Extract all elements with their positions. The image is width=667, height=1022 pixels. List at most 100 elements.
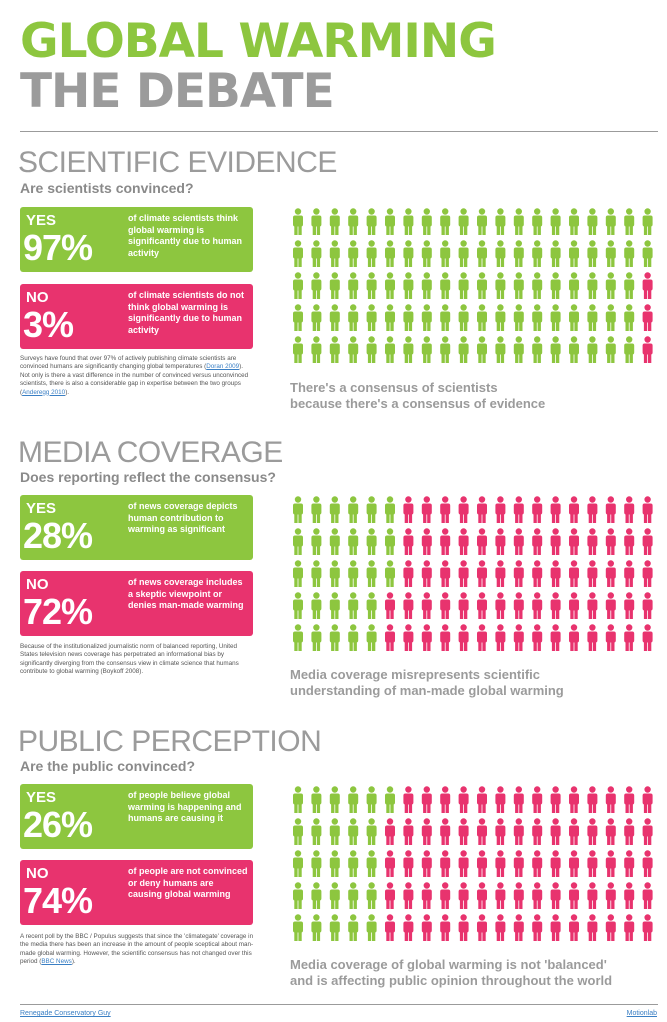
- person-icon-yes: [348, 336, 359, 363]
- person-icon-no: [421, 818, 432, 845]
- person-icon-no: [642, 560, 653, 587]
- person-icon-yes: [293, 240, 303, 267]
- person-icon-yes: [569, 272, 579, 299]
- person-icon-no: [550, 914, 561, 941]
- person-icon-yes: [569, 336, 579, 363]
- person-icon-yes: [385, 208, 395, 235]
- person-icon-no: [532, 850, 543, 877]
- person-icon-no: [624, 592, 635, 619]
- person-icon-yes: [421, 240, 432, 267]
- person-icon-yes: [329, 850, 340, 877]
- person-icon-no: [477, 882, 487, 909]
- footer-credit-left[interactable]: Renegade Conservatory Guy: [20, 1010, 111, 1017]
- person-icon-yes: [403, 336, 414, 363]
- person-icon-no: [513, 818, 524, 845]
- person-icon-yes: [366, 240, 377, 267]
- person-icon-yes: [477, 304, 487, 331]
- caption-line2: and is affecting public opinion througho…: [290, 973, 613, 988]
- person-icon-yes: [550, 304, 561, 331]
- people-grid-media: [293, 496, 653, 651]
- person-icon-no: [440, 592, 451, 619]
- person-icon-yes: [385, 786, 395, 813]
- caption-line1: There's a consensus of scientists: [290, 380, 498, 395]
- person-icon-no: [624, 914, 635, 941]
- person-icon-no: [587, 850, 598, 877]
- person-icon-no: [642, 786, 653, 813]
- person-icon-no: [587, 786, 598, 813]
- body-text-public: A recent poll by the BBC / Populus sugge…: [20, 933, 254, 967]
- person-icon-no: [440, 786, 451, 813]
- ref-link-anderegg[interactable]: Anderegg 2010: [22, 388, 66, 396]
- person-icon-no: [624, 624, 635, 651]
- body-text-part: ). Not only is there a vast difference i…: [20, 363, 249, 396]
- person-icon-yes: [477, 272, 487, 299]
- person-icon-yes: [329, 882, 340, 909]
- person-icon-no: [642, 882, 653, 909]
- person-icon-no: [495, 560, 506, 587]
- person-icon-yes: [311, 786, 322, 813]
- person-icon-yes: [513, 240, 524, 267]
- person-icon-yes: [513, 208, 524, 235]
- no-description: of climate scientists do not think globa…: [128, 290, 245, 335]
- person-icon-yes: [477, 336, 487, 363]
- person-icon-yes: [293, 528, 303, 555]
- yes-percent: 26%: [23, 804, 93, 845]
- ref-link-bbc[interactable]: BBC News: [41, 958, 72, 966]
- person-icon-yes: [440, 240, 451, 267]
- person-icon-no: [495, 528, 506, 555]
- person-icon-no: [495, 496, 506, 523]
- body-text-scientific: Surveys have found that over 97% of acti…: [20, 355, 254, 397]
- person-icon-no: [605, 914, 616, 941]
- main-title-line2: THE DEBATE: [20, 64, 335, 119]
- person-icon-yes: [329, 272, 340, 299]
- person-icon-no: [385, 818, 395, 845]
- person-icon-no: [587, 914, 598, 941]
- ref-link-doran[interactable]: Doran 2009: [206, 363, 240, 371]
- person-icon-yes: [532, 240, 543, 267]
- person-icon-yes: [348, 786, 359, 813]
- person-icon-yes: [366, 528, 377, 555]
- person-icon-no: [385, 914, 395, 941]
- person-icon-no: [477, 850, 487, 877]
- person-icon-yes: [293, 624, 303, 651]
- person-icon-no: [440, 818, 451, 845]
- no-label: NO: [26, 576, 49, 593]
- person-icon-yes: [605, 336, 616, 363]
- person-icon-no: [458, 914, 469, 941]
- caption-media: Media coverage misrepresents scientific …: [290, 667, 660, 699]
- person-icon-yes: [293, 882, 303, 909]
- person-icon-no: [421, 850, 432, 877]
- person-icon-yes: [477, 208, 487, 235]
- person-icon-no: [513, 850, 524, 877]
- person-icon-yes: [532, 336, 543, 363]
- person-icon-no: [477, 914, 487, 941]
- yes-description: of people believe global warming is happ…: [128, 790, 242, 823]
- person-icon-yes: [440, 208, 451, 235]
- person-icon-yes: [385, 304, 395, 331]
- person-icon-yes: [293, 272, 303, 299]
- person-icon-no: [403, 914, 414, 941]
- person-icon-yes: [550, 240, 561, 267]
- no-percent: 74%: [23, 880, 93, 921]
- person-icon-no: [642, 304, 653, 331]
- body-text-part: ).: [65, 388, 70, 396]
- person-icon-yes: [495, 240, 506, 267]
- person-icon-no: [440, 914, 451, 941]
- person-icon-no: [477, 496, 487, 523]
- person-icon-no: [458, 818, 469, 845]
- person-icon-yes: [366, 818, 377, 845]
- footer-credit-right[interactable]: Motionlab: [626, 1010, 657, 1017]
- person-icon-yes: [366, 304, 377, 331]
- person-icon-no: [550, 786, 561, 813]
- section-question-public: Are the public convinced?: [20, 758, 196, 774]
- person-icon-yes: [569, 304, 579, 331]
- person-icon-yes: [293, 818, 303, 845]
- person-icon-no: [513, 624, 524, 651]
- person-icon-yes: [550, 336, 561, 363]
- person-icon-no: [587, 528, 598, 555]
- person-icon-yes: [348, 496, 359, 523]
- person-icon-no: [477, 560, 487, 587]
- person-icon-yes: [403, 272, 414, 299]
- person-icon-no: [477, 818, 487, 845]
- person-icon-yes: [624, 240, 635, 267]
